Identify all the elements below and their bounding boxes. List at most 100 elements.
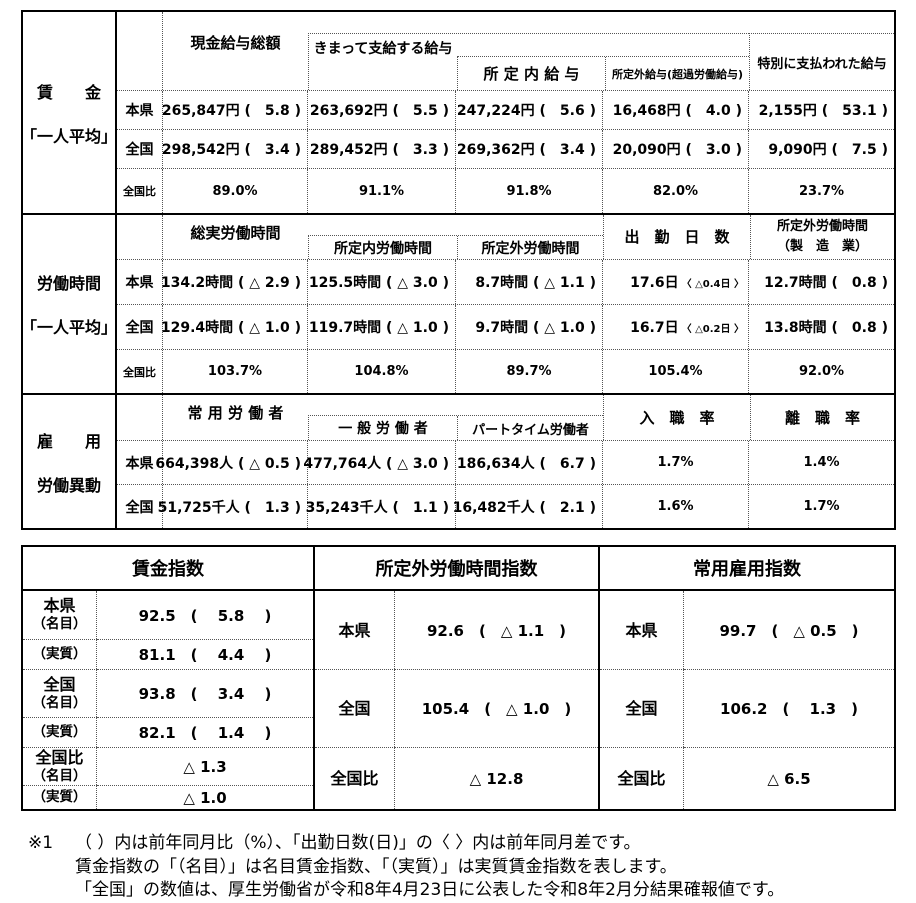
header-parttime-workers: パートタイム労働者 <box>457 416 603 440</box>
index-row-label: 全国比 <box>315 747 395 809</box>
header-workers-box: 一 般 労 働 者 パートタイム労働者 <box>308 415 603 440</box>
data-cell: 134.2時間 ( △ 2.9 ) <box>161 260 307 304</box>
hours-row-prefecture: 本県 134.2時間 ( △ 2.9 ) 125.5時間 ( △ 3.0 ) 8… <box>117 260 894 305</box>
index-row-label: 本県 （名目） <box>23 591 97 639</box>
index-value: 106.2 ( 1.3 ) <box>684 669 894 747</box>
data-cell: 9.7時間 ( △ 1.0 ) <box>455 305 602 349</box>
regular-employment-index-header: 常用雇用指数 <box>600 547 894 591</box>
wage-section-body: 現金給与総額 きまって支給する給与 所 定 内 給 与 所定外給与(超過労働給与… <box>117 12 894 213</box>
regular-employment-index-group: 常用雇用指数 本県 99.7 ( △ 0.5 ) 全国 106.2 ( 1.3 … <box>598 547 894 809</box>
row-label: 全国比 <box>123 185 156 198</box>
employment-section-label: 雇 用 労働異動 <box>23 395 117 528</box>
footnote-lines: （ ）内は前年同月比（%）、「出勤日数(日)」の〈 〉内は前年同月差です。 賃金… <box>75 832 784 903</box>
regular-employment-index-grid: 本県 99.7 ( △ 0.5 ) 全国 106.2 ( 1.3 ) 全国比 △… <box>600 591 894 809</box>
days-diff: 〈 △0.2日 〉 <box>681 323 744 335</box>
wage-row-national: 全国 298,542円 ( 3.4 ) 289,452円 ( 3.3 ) 269… <box>117 130 894 169</box>
header-spacer <box>117 215 162 259</box>
header-special-earnings-wrap: 特別に支払われた給与 <box>749 12 894 90</box>
label-sub: （名目） <box>32 767 87 784</box>
row-label: 本県 <box>125 103 154 119</box>
header-accession-rate: 入 職 率 <box>603 395 750 440</box>
header-days-worked: 出 勤 日 数 <box>603 215 750 259</box>
data-cell: 477,764人 ( △ 3.0 ) <box>303 441 455 484</box>
employment-row-national: 全国 51,725千人 ( 1.3 ) 35,243千人 ( 1.1 ) 16,… <box>117 485 894 528</box>
index-row-label: 本県 <box>600 591 684 669</box>
row-label: 全国 <box>125 499 154 516</box>
wage-index-group: 賃金指数 本県 （名目） 92.5 ( 5.8 ) （実質） 81.1 ( 4.… <box>23 547 313 809</box>
index-value: 92.5 ( 5.8 ) <box>138 606 272 625</box>
data-cell: 12.7時間 ( 0.8 ) <box>748 260 894 304</box>
employment-section-body: 常 用 労 働 者 一 般 労 働 者 パートタイム労働者 入 職 率 離 職 … <box>117 395 894 528</box>
header-nested-group: 一 般 労 働 者 パートタイム労働者 <box>308 395 603 440</box>
hours-row-national: 全国 129.4時間 ( △ 1.0 ) 119.7時間 ( △ 1.0 ) 9… <box>117 305 894 350</box>
index-row-label: （実質） <box>23 639 97 669</box>
data-cell: 16,482千人 ( 2.1 ) <box>453 485 602 528</box>
header-inner-box: 所 定 内 給 与 所定外給与(超過労働給与) <box>457 56 749 90</box>
footnote-line: 賃金指数の「（名目）」は名目賃金指数、「（実質）」は実質賃金指数を表します。 <box>75 856 677 877</box>
employment-row-prefecture: 本県 664,398人 ( △ 0.5 ) 477,764人 ( △ 3.0 )… <box>117 441 894 485</box>
days-value: 17.6日 <box>630 275 679 291</box>
wage-header-row: 現金給与総額 きまって支給する給与 所 定 内 給 与 所定外給与(超過労働給与… <box>117 12 894 91</box>
data-cell: 9,090円 ( 7.5 ) <box>748 130 894 168</box>
header-general-workers: 一 般 労 働 者 <box>338 421 428 437</box>
rate-cell: 1.6% <box>602 485 748 528</box>
data-cell: 265,847円 ( 5.8 ) <box>162 91 307 129</box>
overtime-index-group: 所定外労働時間指数 本県 92.6 ( △ 1.1 ) 全国 105.4 ( △… <box>313 547 598 809</box>
row-label: 全国比 <box>123 365 156 379</box>
ratio-cell: 92.0% <box>748 350 894 393</box>
index-value: 81.1 ( 4.4 ) <box>97 639 313 669</box>
label-sub: （実質） <box>32 724 87 740</box>
header-separation-rate: 離 職 率 <box>750 395 894 440</box>
index-row-label: 全国 <box>600 669 684 747</box>
data-cell: 125.5時間 ( △ 3.0 ) <box>307 260 455 304</box>
wage-row-ratio: 全国比 89.0% 91.1% 91.8% 82.0% 23.7% <box>117 169 894 213</box>
data-cell: 13.8時間 ( 0.8 ) <box>748 305 894 349</box>
report-page: 賃 金 「一人平均」 現金給与総額 きまって支給する給与 所 定 内 給 与 所… <box>21 10 896 900</box>
days-worked-cell: 16.7日 〈 △0.2日 〉 <box>602 305 748 349</box>
header-nested-group: きまって支給する給与 所 定 内 給 与 所定外給与(超過労働給与) <box>308 12 749 90</box>
header-line2: （製 造 業） <box>776 239 868 254</box>
header-spacer <box>117 12 162 90</box>
index-value: 105.4 ( △ 1.0 ) <box>395 669 598 747</box>
footnotes: ※1 （ ）内は前年同月比（%）、「出勤日数(日)」の〈 〉内は前年同月差です。… <box>21 832 898 903</box>
index-row-label: 全国 <box>315 669 395 747</box>
index-row-label: （実質） <box>23 785 97 809</box>
index-row-label: （実質） <box>23 717 97 747</box>
wage-index-header: 賃金指数 <box>23 547 313 591</box>
label-main: 本県 <box>43 596 76 615</box>
footnote-marker: ※1 <box>28 833 54 853</box>
row-label: 本県 <box>125 455 154 472</box>
section-label-line1: 雇 用 <box>36 431 101 451</box>
header-total-cash-earnings: 現金給与総額 <box>162 12 308 90</box>
row-label: 全国 <box>125 320 154 336</box>
ratio-cell: 103.7% <box>162 350 307 393</box>
wage-index-grid: 本県 （名目） 92.5 ( 5.8 ) （実質） 81.1 ( 4.4 ) 全… <box>23 591 313 809</box>
row-label: 本県 <box>125 275 154 291</box>
ratio-cell: 104.8% <box>307 350 455 393</box>
section-label-line2: 「一人平均」 <box>21 126 118 146</box>
header-spacer <box>117 395 162 440</box>
index-row-label: 全国 （名目） <box>23 669 97 717</box>
data-cell: 298,542円 ( 3.4 ) <box>162 130 307 168</box>
index-value: △ 6.5 <box>684 747 894 809</box>
data-cell: 20,090円 ( 3.0 ) <box>602 130 748 168</box>
label-sub: （名目） <box>32 694 87 711</box>
rate-cell: 1.7% <box>748 485 894 528</box>
footnote-line: （ ）内は前年同月比（%）、「出勤日数(日)」の〈 〉内は前年同月差です。 <box>75 833 641 853</box>
header-overtime-hours-manufacturing: 所定外労働時間 （製 造 業） <box>750 215 894 259</box>
data-cell: 269,362円 ( 3.4 ) <box>455 130 602 168</box>
header-line1: 所定外労働時間 <box>776 219 868 234</box>
index-value: △ 12.8 <box>395 747 598 809</box>
row-label: 全国 <box>125 142 154 158</box>
data-cell: 664,398人 ( △ 0.5 ) <box>155 441 307 484</box>
wage-section-label: 賃 金 「一人平均」 <box>21 12 118 213</box>
data-cell: 119.7時間 ( △ 1.0 ) <box>307 305 455 349</box>
index-value: 92.6 ( △ 1.1 ) <box>426 621 567 640</box>
index-row-label: 全国比 <box>600 747 684 809</box>
working-hours-section-body: 総実労働時間 所定内労働時間 所定外労働時間 出 勤 日 数 所定外労働時間 （… <box>117 215 894 393</box>
ratio-cell: 91.8% <box>455 169 602 213</box>
ratio-cell: 89.7% <box>455 350 602 393</box>
data-cell: 289,452円 ( 3.3 ) <box>307 130 455 168</box>
header-contractual-earnings: きまって支給する給与 <box>313 41 453 57</box>
header-hours-box: 所定内労働時間 所定外労働時間 <box>308 235 603 259</box>
